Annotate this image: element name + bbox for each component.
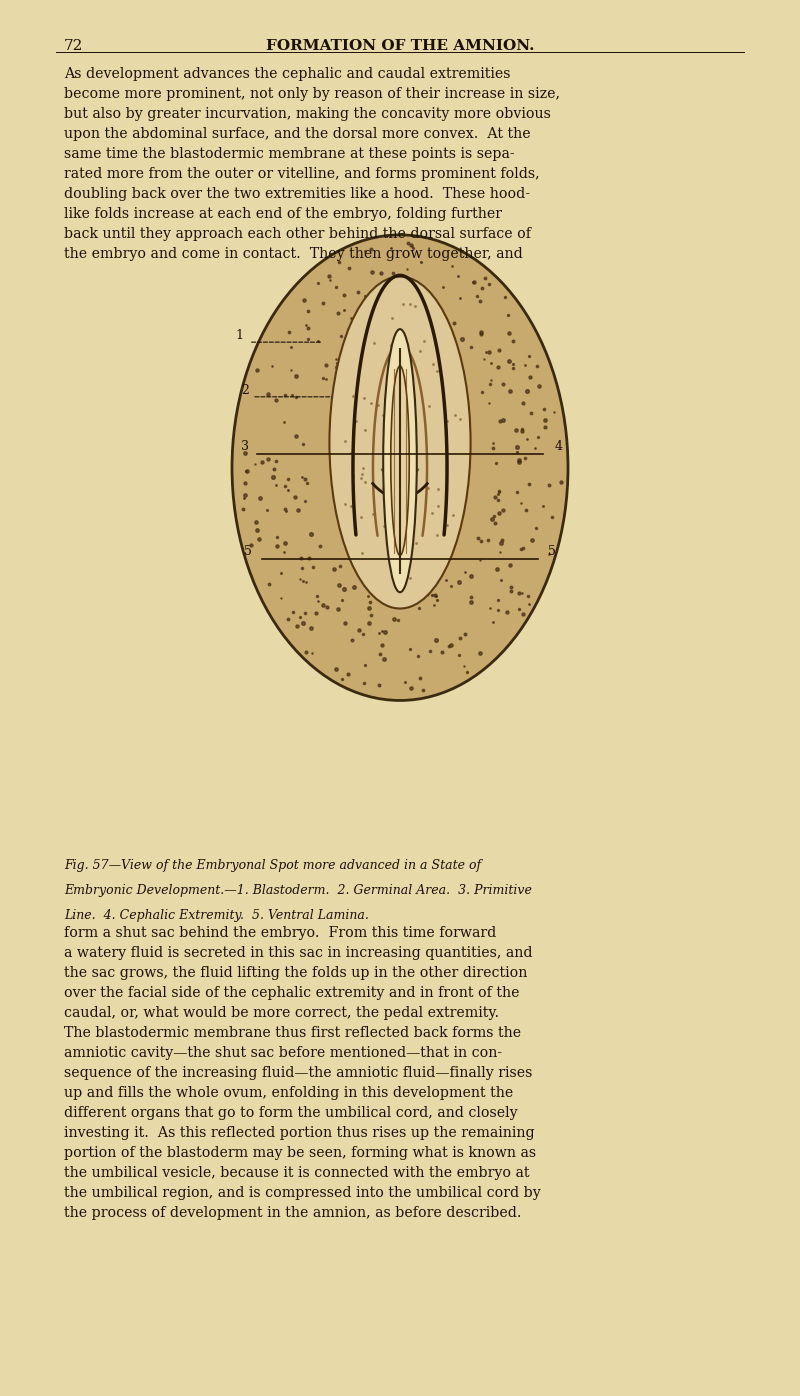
Text: 3: 3 bbox=[241, 440, 249, 452]
Text: 2: 2 bbox=[241, 384, 249, 396]
Ellipse shape bbox=[232, 235, 568, 701]
Ellipse shape bbox=[390, 366, 410, 556]
Text: 72: 72 bbox=[64, 39, 83, 53]
Text: As development advances the cephalic and caudal extremities
become more prominen: As development advances the cephalic and… bbox=[64, 67, 560, 261]
Text: Embryonic Development.—1. Blastoderm.  2. Germinal Area.  3. Primitive: Embryonic Development.—1. Blastoderm. 2.… bbox=[64, 884, 532, 896]
Text: 5: 5 bbox=[244, 544, 252, 557]
Text: Fig. 57—View of the Embryonal Spot more advanced in a State of: Fig. 57—View of the Embryonal Spot more … bbox=[64, 859, 481, 871]
Text: FORMATION OF THE AMNION.: FORMATION OF THE AMNION. bbox=[266, 39, 534, 53]
Ellipse shape bbox=[383, 329, 417, 592]
Text: 4: 4 bbox=[554, 440, 562, 452]
Text: form a shut sac behind the embryo.  From this time forward
a watery fluid is sec: form a shut sac behind the embryo. From … bbox=[64, 926, 541, 1220]
Text: 5: 5 bbox=[548, 544, 556, 557]
Ellipse shape bbox=[330, 276, 470, 609]
Text: Line.  4. Cephalic Extremity.  5. Ventral Lamina.: Line. 4. Cephalic Extremity. 5. Ventral … bbox=[64, 909, 369, 921]
Text: 1: 1 bbox=[236, 329, 244, 342]
